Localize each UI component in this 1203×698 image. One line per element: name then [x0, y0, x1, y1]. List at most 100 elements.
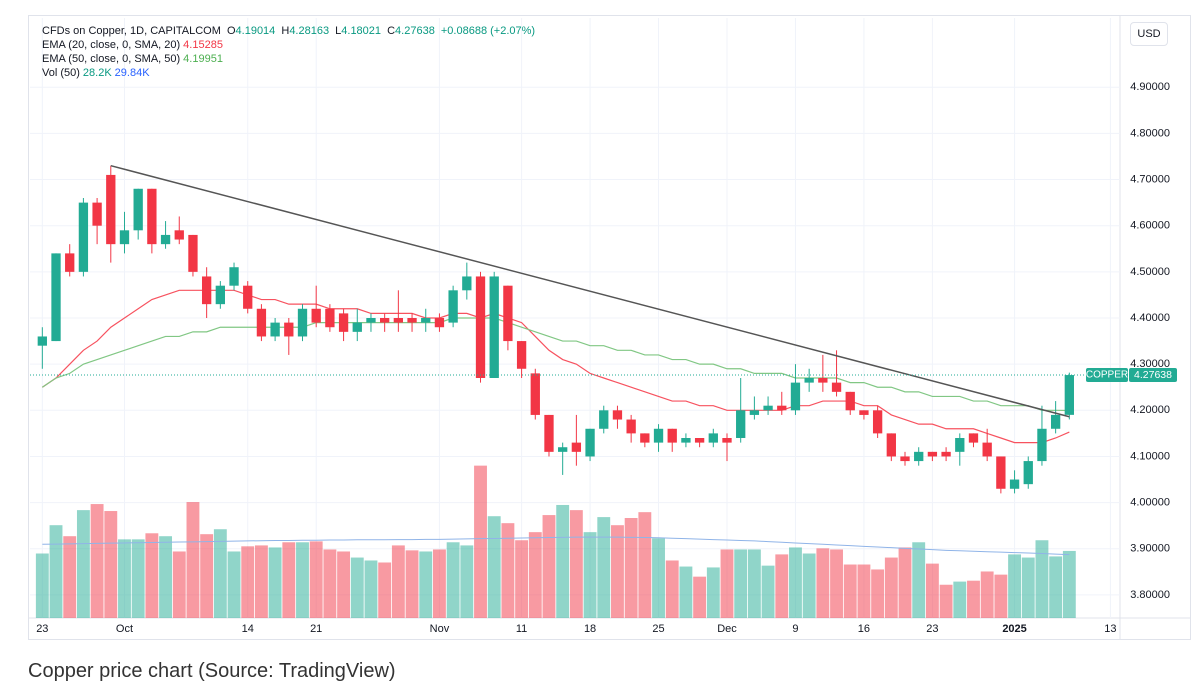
volume-bar [282, 542, 296, 618]
ohlc-key: C [387, 25, 396, 37]
candle-body [1050, 414, 1061, 429]
candle-body [174, 230, 184, 240]
ema-line [41, 317, 1070, 412]
candle-body [106, 174, 116, 245]
volume-bar [734, 549, 748, 618]
candle-body [530, 373, 540, 415]
volume-bar [90, 504, 104, 618]
volume-bar [474, 465, 487, 618]
volume-bar [487, 516, 501, 618]
legend-volume: Vol (50) 28.2K 29.84K [42, 66, 153, 80]
volume-bar [254, 545, 268, 618]
ohlc-key: O [226, 25, 236, 37]
legend-value: 28.2K [82, 67, 112, 79]
candle-body [640, 433, 650, 443]
candle-body [421, 318, 431, 323]
x-tick-label: 9 [792, 623, 798, 635]
volume-bar [213, 529, 227, 618]
candle-body [1064, 375, 1074, 415]
legend-ema50: EMA (50, close, 0, SMA, 50) 4.19951 [42, 52, 226, 66]
volume-bar [816, 548, 830, 618]
volume-bar [1021, 557, 1035, 618]
volume-bar [638, 512, 652, 618]
volume-bar [241, 546, 255, 618]
volume-bar [460, 545, 474, 618]
candle-body [694, 438, 705, 443]
volume-bar [747, 549, 761, 618]
volume-bar [775, 554, 789, 618]
volume-bar [337, 551, 351, 618]
candle-body [722, 438, 732, 443]
volume-bar [391, 545, 405, 618]
ohlc-key: H [281, 25, 290, 37]
legend-ema20: EMA (20, close, 0, SMA, 20) 4.15285 [42, 38, 226, 52]
candle-body [462, 276, 472, 291]
candle-body [78, 202, 89, 272]
candle-body [667, 428, 677, 443]
x-tick-label: Nov [430, 623, 450, 635]
volume-bar [857, 564, 871, 618]
candle-body [325, 308, 335, 328]
candle-body [243, 285, 253, 309]
volume-bar [296, 542, 309, 618]
candle-body [558, 447, 568, 452]
volume-bar [912, 542, 926, 618]
candle-body [612, 410, 623, 420]
volume-bar [665, 560, 679, 618]
change: +0.08688 (+2.07%) [440, 25, 536, 37]
volume-bar [501, 523, 515, 618]
y-tick-label: 4.20000 [1130, 404, 1170, 416]
y-tick-label: 4.00000 [1130, 497, 1170, 509]
ema-line [41, 289, 1070, 444]
volume-bar [159, 536, 173, 618]
candle-body [489, 276, 499, 378]
price-name: COPPER [1086, 370, 1128, 381]
x-tick-label: 23 [926, 623, 938, 635]
volume-bar [145, 533, 159, 618]
y-tick-label: 4.90000 [1130, 81, 1170, 93]
volume-bar [871, 569, 885, 618]
candle-body [831, 382, 842, 392]
y-tick-label: 4.80000 [1130, 127, 1170, 139]
candle-body [681, 438, 691, 443]
candle-body [941, 451, 951, 457]
volume-bar [761, 565, 775, 618]
price-value: 4.27638 [1134, 369, 1172, 381]
ohlc-key: L [335, 25, 342, 37]
y-tick-label: 3.90000 [1130, 543, 1170, 555]
candle-body [448, 290, 458, 323]
volume-bar [789, 547, 802, 618]
volume-bar [364, 560, 378, 618]
volume-bar [528, 532, 542, 618]
volume-bar [624, 518, 638, 618]
y-tick-label: 4.40000 [1130, 312, 1170, 324]
volume-bar [802, 553, 816, 618]
legend-value: 4.19951 [183, 53, 223, 65]
ohlc-value: 4.18021 [341, 25, 382, 37]
candle-body [790, 382, 801, 411]
x-tick-label: 13 [1104, 623, 1116, 635]
candle-body [927, 451, 938, 457]
volume-bar [843, 564, 857, 618]
volume-bar [898, 547, 912, 618]
legend-value: 29.84K [114, 67, 150, 79]
volume-bar [419, 551, 433, 618]
candle-body [37, 336, 47, 346]
y-tick-label: 3.80000 [1130, 589, 1170, 601]
candle-body [763, 405, 773, 411]
volume-bar [925, 563, 939, 618]
currency-button[interactable]: USD [1130, 22, 1168, 46]
candle-body [503, 285, 513, 342]
candle-body [1009, 479, 1020, 489]
volume-bar [63, 536, 77, 618]
volume-bar [569, 510, 583, 618]
candle-body [51, 253, 61, 342]
volume-bar [104, 511, 118, 618]
candle-body [393, 318, 404, 323]
volume-bar [597, 517, 611, 618]
candle-body [544, 414, 554, 452]
volume-bar [830, 549, 843, 618]
x-tick-label: 21 [310, 623, 322, 635]
